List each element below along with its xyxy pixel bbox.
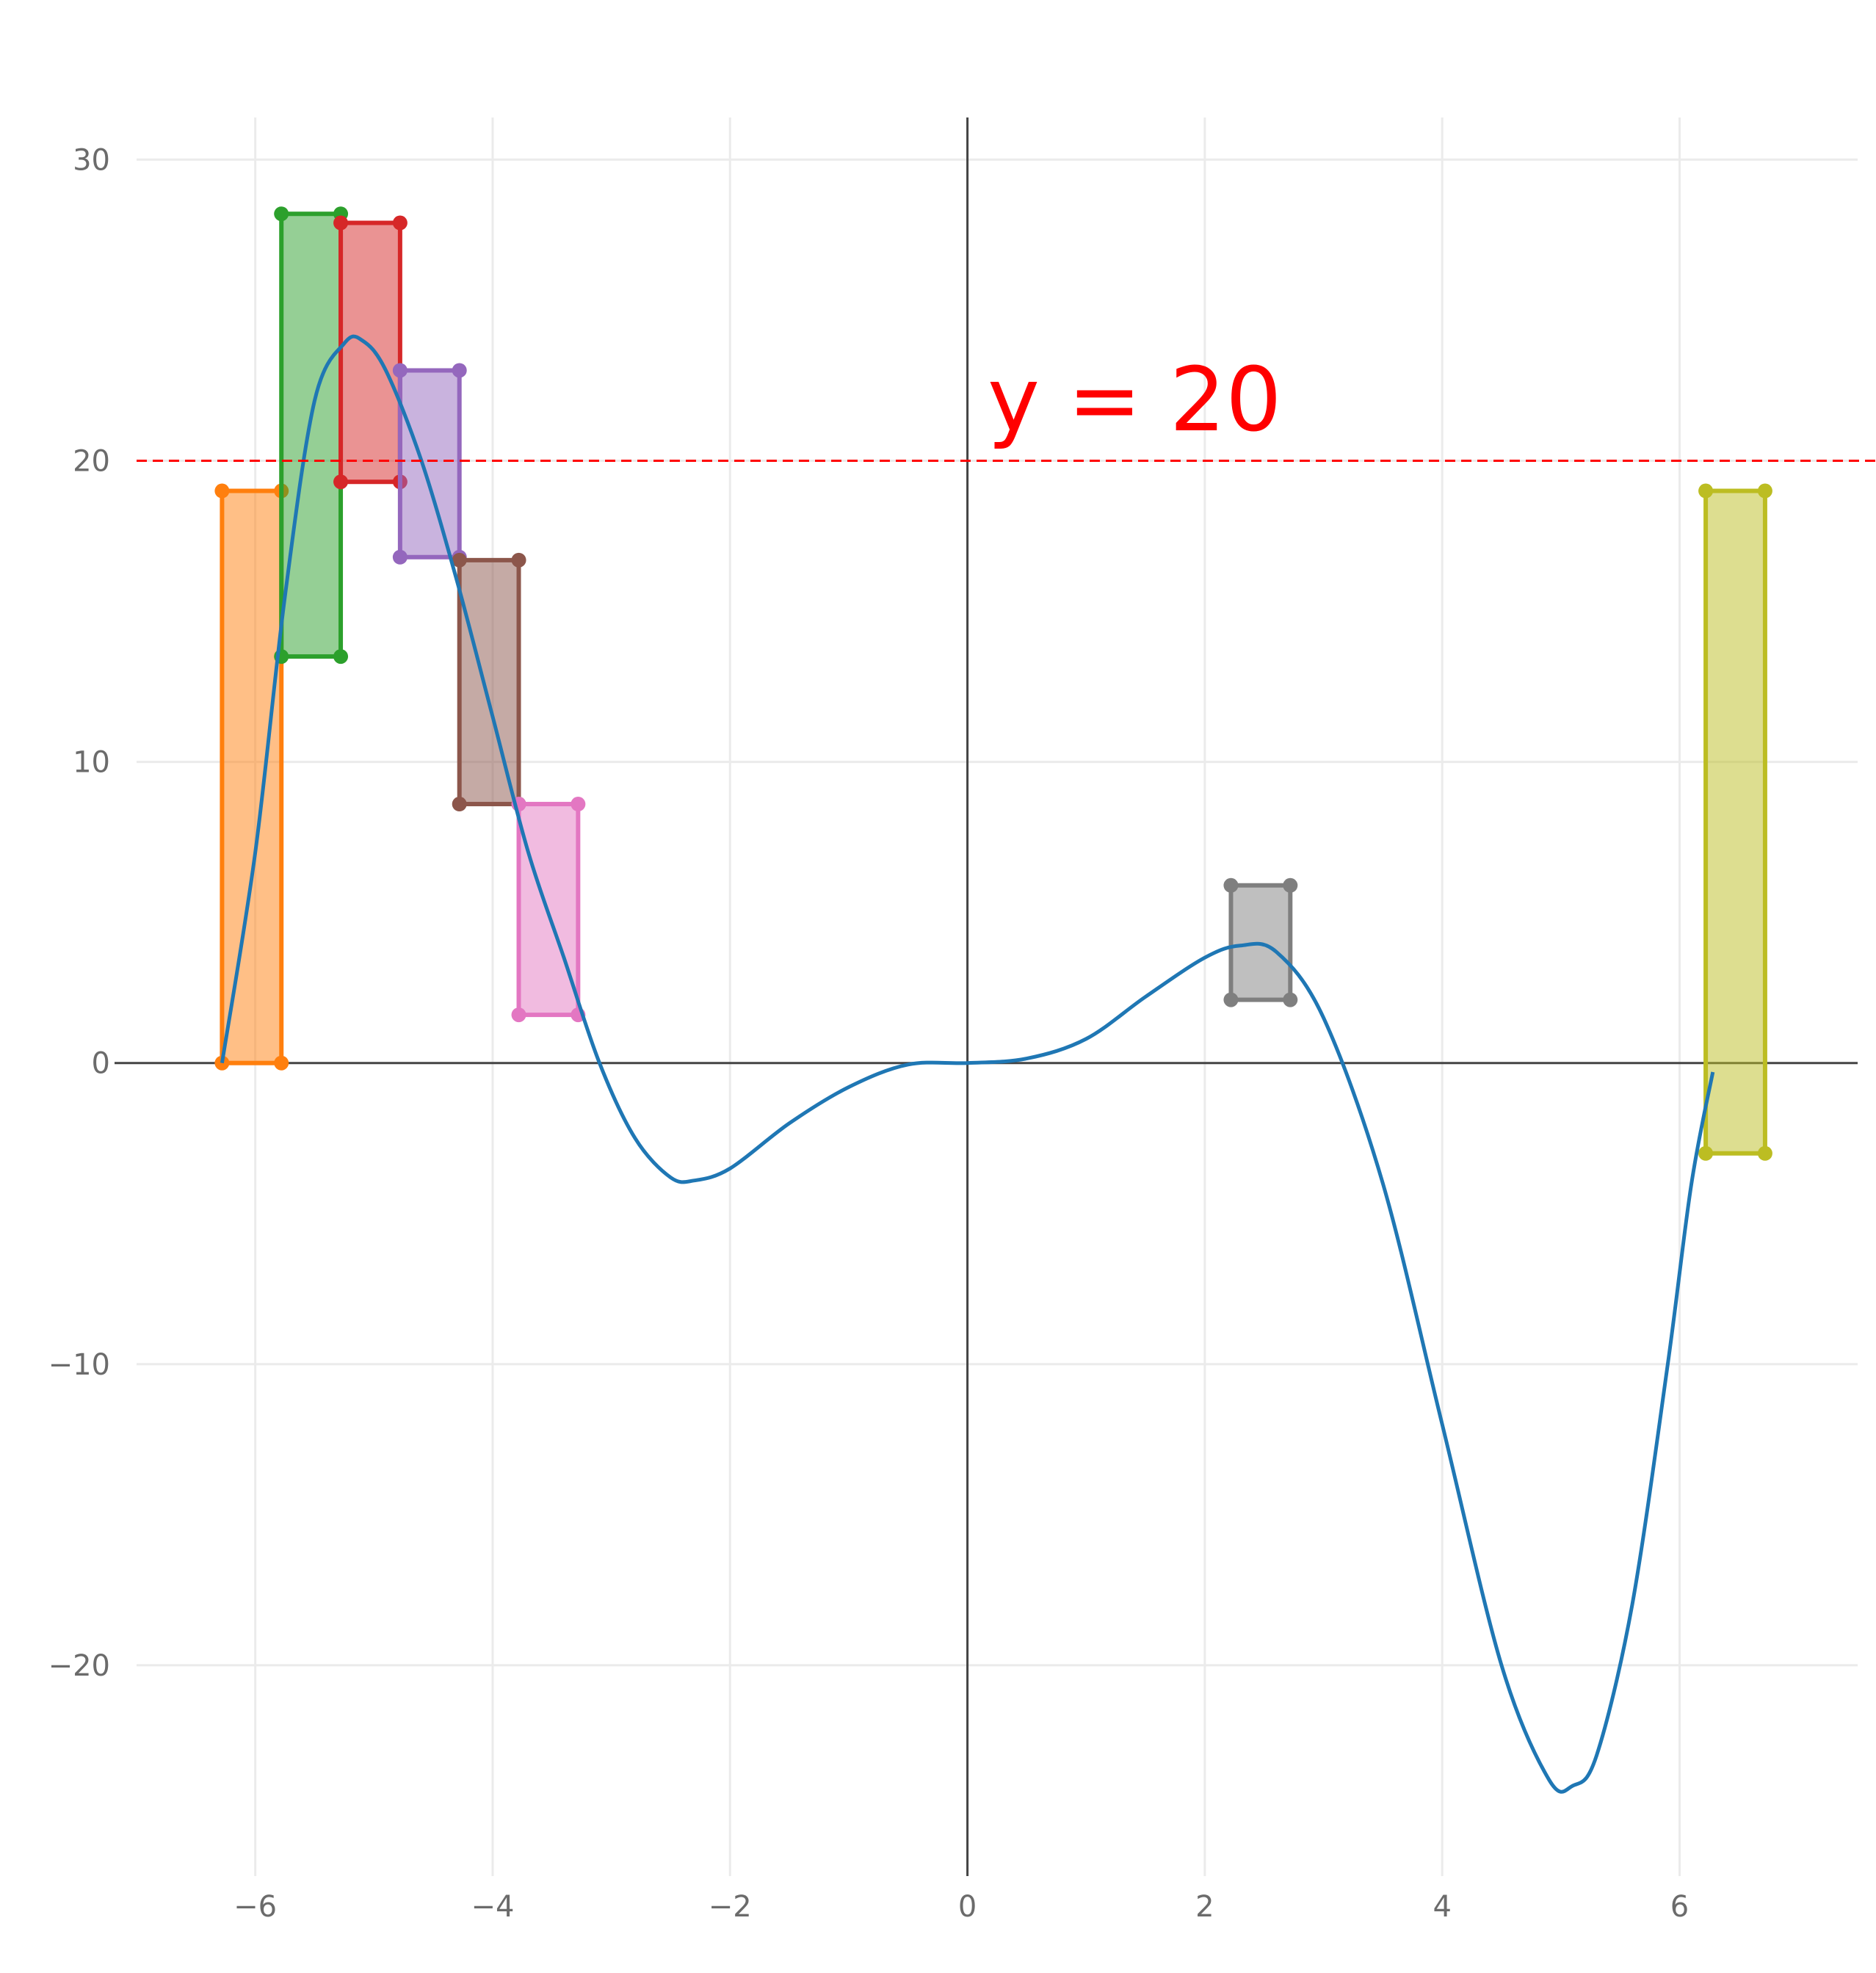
- rectangle-corner-marker: [214, 1055, 230, 1071]
- rectangle-box: [397, 368, 462, 560]
- rectangle: [333, 215, 408, 490]
- rectangle-box: [457, 557, 521, 807]
- rectangle: [1223, 877, 1298, 1007]
- rectangle-corner-marker: [1757, 483, 1772, 499]
- rectangle-corner-marker: [1757, 1145, 1772, 1161]
- rectangle-box: [220, 488, 284, 1065]
- x-tick-label: −6: [233, 1890, 277, 1924]
- rectangle-corner-marker: [1698, 483, 1714, 499]
- rectangle-box: [338, 220, 402, 485]
- rectangle-corner-marker: [333, 215, 349, 231]
- rectangle-corner-marker: [1698, 1145, 1714, 1161]
- x-tick-label: 0: [958, 1890, 977, 1924]
- y-tick-label: 20: [73, 445, 110, 479]
- rectangle-corner-marker: [452, 363, 467, 378]
- rectangle: [452, 552, 526, 812]
- reference-line-label: y = 20: [988, 350, 1282, 452]
- rectangle: [214, 483, 289, 1071]
- function-curve: [220, 334, 1715, 1794]
- rectangle-box: [1703, 488, 1767, 1156]
- rectangle-corner-marker: [452, 552, 467, 568]
- rectangle: [274, 206, 349, 665]
- rectangle: [1698, 483, 1772, 1161]
- rectangle-corner-marker: [1223, 877, 1239, 893]
- rectangle-corner-marker: [571, 797, 586, 812]
- rectangle-corner-marker: [1283, 992, 1298, 1007]
- rectangle-box: [1228, 883, 1293, 1002]
- rectangle-corner-marker: [511, 1007, 526, 1023]
- rectangle-corner-marker: [392, 363, 408, 378]
- y-tick-label: 10: [73, 746, 110, 780]
- rectangle-corner-marker: [511, 552, 526, 568]
- y-tick-label: −20: [48, 1649, 110, 1683]
- curve-layer: [220, 334, 1715, 1794]
- x-tick-label: 6: [1670, 1890, 1689, 1924]
- rectangle-corner-marker: [333, 649, 349, 665]
- rectangle-corner-marker: [214, 483, 230, 499]
- rectangle-box: [279, 211, 344, 659]
- y-tick-label: −10: [48, 1348, 110, 1382]
- rectangle-corner-marker: [392, 215, 408, 231]
- rectangles: [214, 206, 1772, 1161]
- grid: [137, 117, 1858, 1876]
- x-tick-label: 2: [1195, 1890, 1214, 1924]
- rectangle-corner-marker: [1223, 992, 1239, 1007]
- rectangle: [392, 363, 467, 565]
- y-tick-label: 0: [92, 1047, 110, 1081]
- rectangle-corner-marker: [452, 797, 467, 812]
- rectangle-corner-marker: [274, 206, 289, 222]
- y-tick-label: 30: [73, 143, 110, 177]
- x-tick-label: −2: [709, 1890, 752, 1924]
- rectangle-corner-marker: [333, 474, 349, 490]
- x-tick-label: −4: [471, 1890, 514, 1924]
- x-tick-label: 4: [1433, 1890, 1451, 1924]
- rectangle-corner-marker: [274, 1055, 289, 1071]
- rectangle-corner-marker: [392, 549, 408, 565]
- rectangle-corner-marker: [1283, 877, 1298, 893]
